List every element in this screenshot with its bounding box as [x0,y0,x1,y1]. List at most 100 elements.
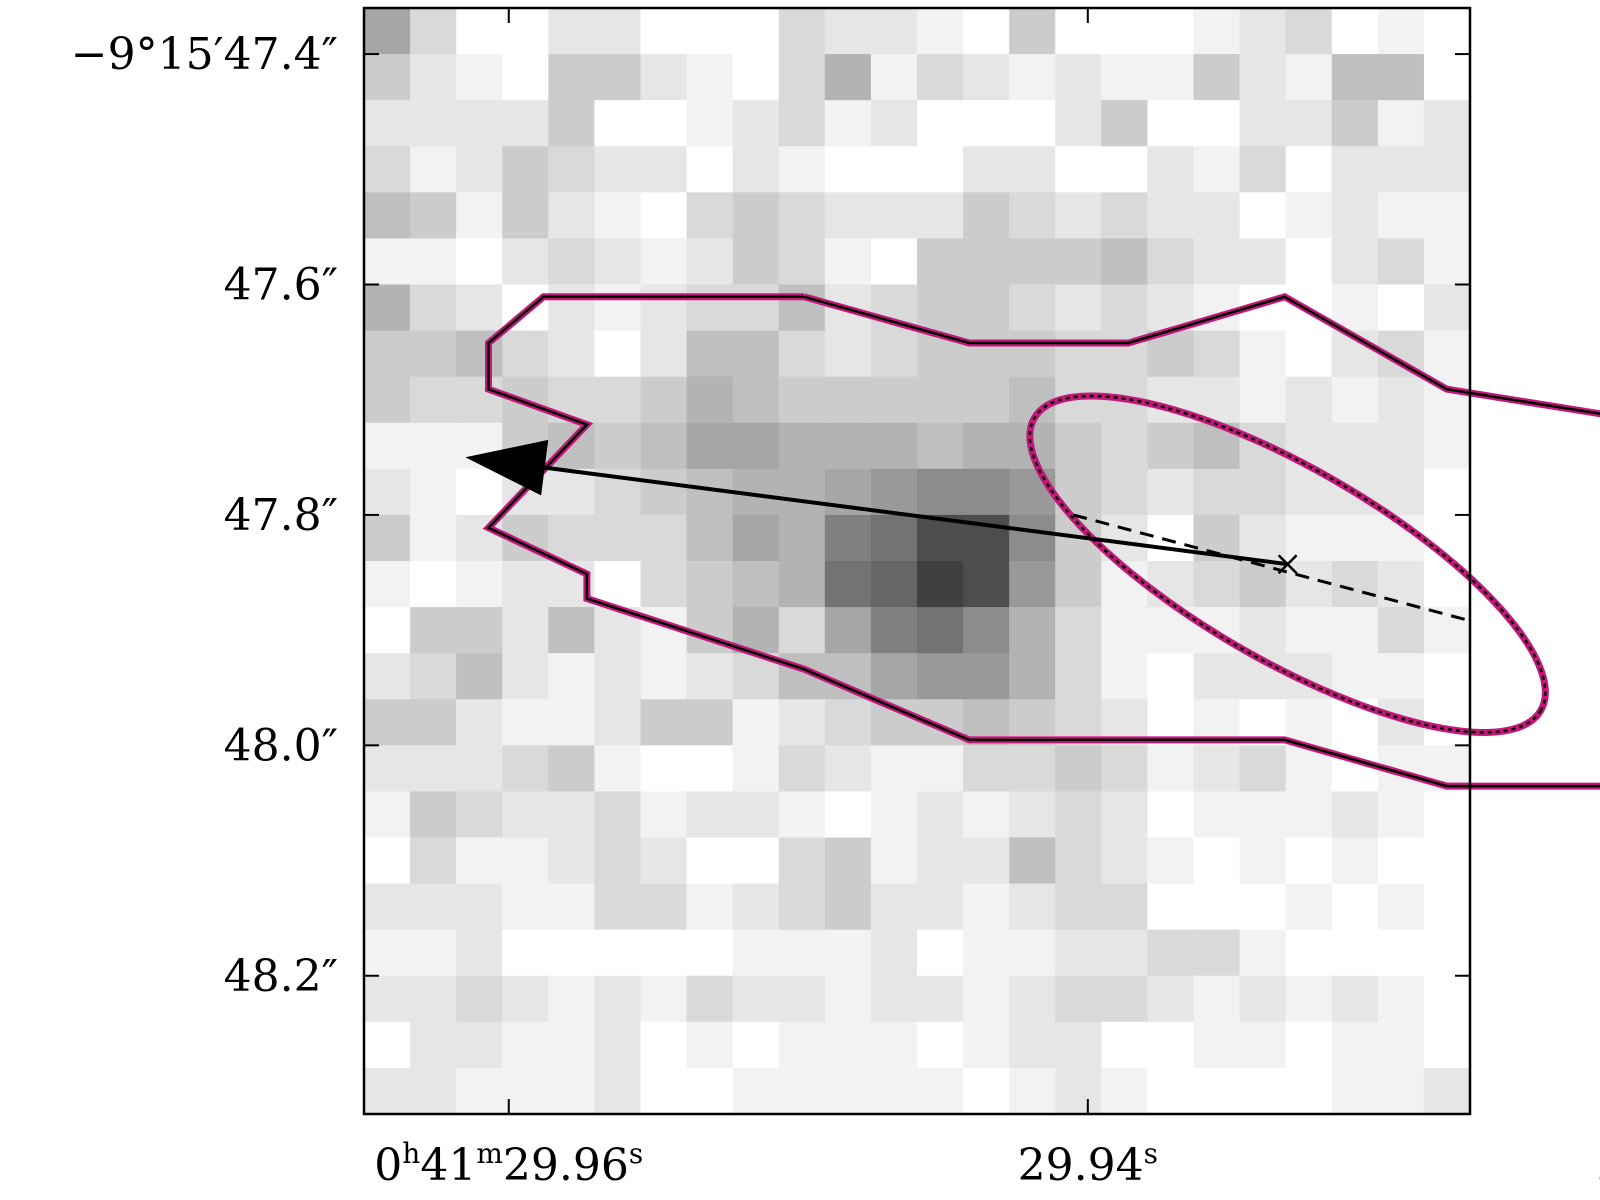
image-pixel [548,284,596,332]
image-pixel [686,422,734,470]
image-pixel [410,54,457,101]
image-pixel [732,238,780,286]
image-pixel [594,238,642,286]
image-pixel [686,929,734,977]
image-pixel [686,514,734,562]
image-pixel [1285,929,1333,977]
image-pixel [824,422,872,470]
image-pixel [1377,607,1425,654]
image-pixel [1239,330,1287,378]
image-pixel [732,514,780,562]
image-pixel [1193,1067,1241,1115]
image-pixel [1009,100,1056,147]
image-pixel [1423,238,1471,286]
image-pixel [1101,837,1149,885]
image-pixel [1239,100,1287,147]
image-pixel [963,1021,1010,1069]
image-pixel [824,8,872,55]
image-pixel [686,54,734,101]
image-pixel [548,330,596,378]
shape-ellipse [1028,394,1547,734]
image-pixel [1285,238,1333,286]
image-pixel [1285,837,1333,885]
image-pixel [1285,330,1333,378]
image-pixel [1377,8,1425,55]
image-pixel [1285,192,1333,240]
image-pixel [870,883,918,931]
image-pixel [1055,929,1102,977]
image-pixel [1377,883,1425,931]
image-pixel [364,330,411,378]
image-pixel [963,468,1010,516]
image-pixel [917,146,964,193]
image-pixel [824,607,872,654]
image-pixel [778,8,826,55]
image-pixel [1331,422,1379,470]
image-pixel [1193,330,1241,378]
image-pixel [732,561,780,608]
image-pixel [917,376,964,424]
image-pixel [778,1021,826,1069]
image-pixel [1239,8,1287,55]
image-pixel [1331,8,1379,55]
image-pixel [502,883,549,931]
image-pixel [917,929,964,977]
image-pixel [917,837,964,885]
image-pixel [1055,100,1102,147]
image-pixel [1147,468,1195,516]
image-pixel [1423,975,1471,1023]
image-pixel [870,54,918,101]
image-pixel [870,146,918,193]
image-pixel [778,238,826,286]
image-pixel [456,1067,503,1115]
image-pixel [548,238,596,286]
image-pixel [410,837,457,885]
image-pixel [548,929,596,977]
segmentation-contour [486,295,1600,788]
image-pixel [686,561,734,608]
image-pixel [1193,8,1241,55]
image-pixel [640,8,688,55]
image-pixel [1055,192,1102,240]
image-pixel [502,791,549,839]
image-pixel [1009,1021,1056,1069]
image-pixel [1009,146,1056,193]
image-pixel [686,284,734,332]
image-pixel [1055,330,1102,378]
image-pixel [1239,607,1287,654]
image-pixel [640,284,688,332]
image-pixel [1377,561,1425,608]
image-pixel [502,1021,549,1069]
image-pixel [1055,653,1102,700]
image-pixel [502,1067,549,1115]
image-pixel [456,929,503,977]
image-pixel [732,883,780,931]
image-pixel [1009,514,1056,562]
image-pixel [1331,100,1379,147]
image-pixel [870,330,918,378]
image-pixel [963,929,1010,977]
image-pixel [963,330,1010,378]
image-pixel [963,8,1010,55]
image-pixel [1055,54,1102,101]
image-pixel [1239,975,1287,1023]
image-pixel [917,422,964,470]
image-pixel [824,146,872,193]
image-pixel [640,975,688,1023]
image-pixel [732,837,780,885]
image-pixel [824,837,872,885]
image-pixel [594,54,642,101]
overlay-layer [465,293,1600,790]
image-pixel [1377,284,1425,332]
image-pixel [594,376,642,424]
image-pixel [594,284,642,332]
image-pixel [963,284,1010,332]
image-pixel [640,837,688,885]
image-pixel [917,1021,964,1069]
image-pixel [1285,699,1333,746]
image-pixel [502,975,549,1023]
image-pixel [410,653,457,700]
image-pixel [456,8,503,55]
image-pixel [1193,238,1241,286]
image-pixel [364,561,411,608]
